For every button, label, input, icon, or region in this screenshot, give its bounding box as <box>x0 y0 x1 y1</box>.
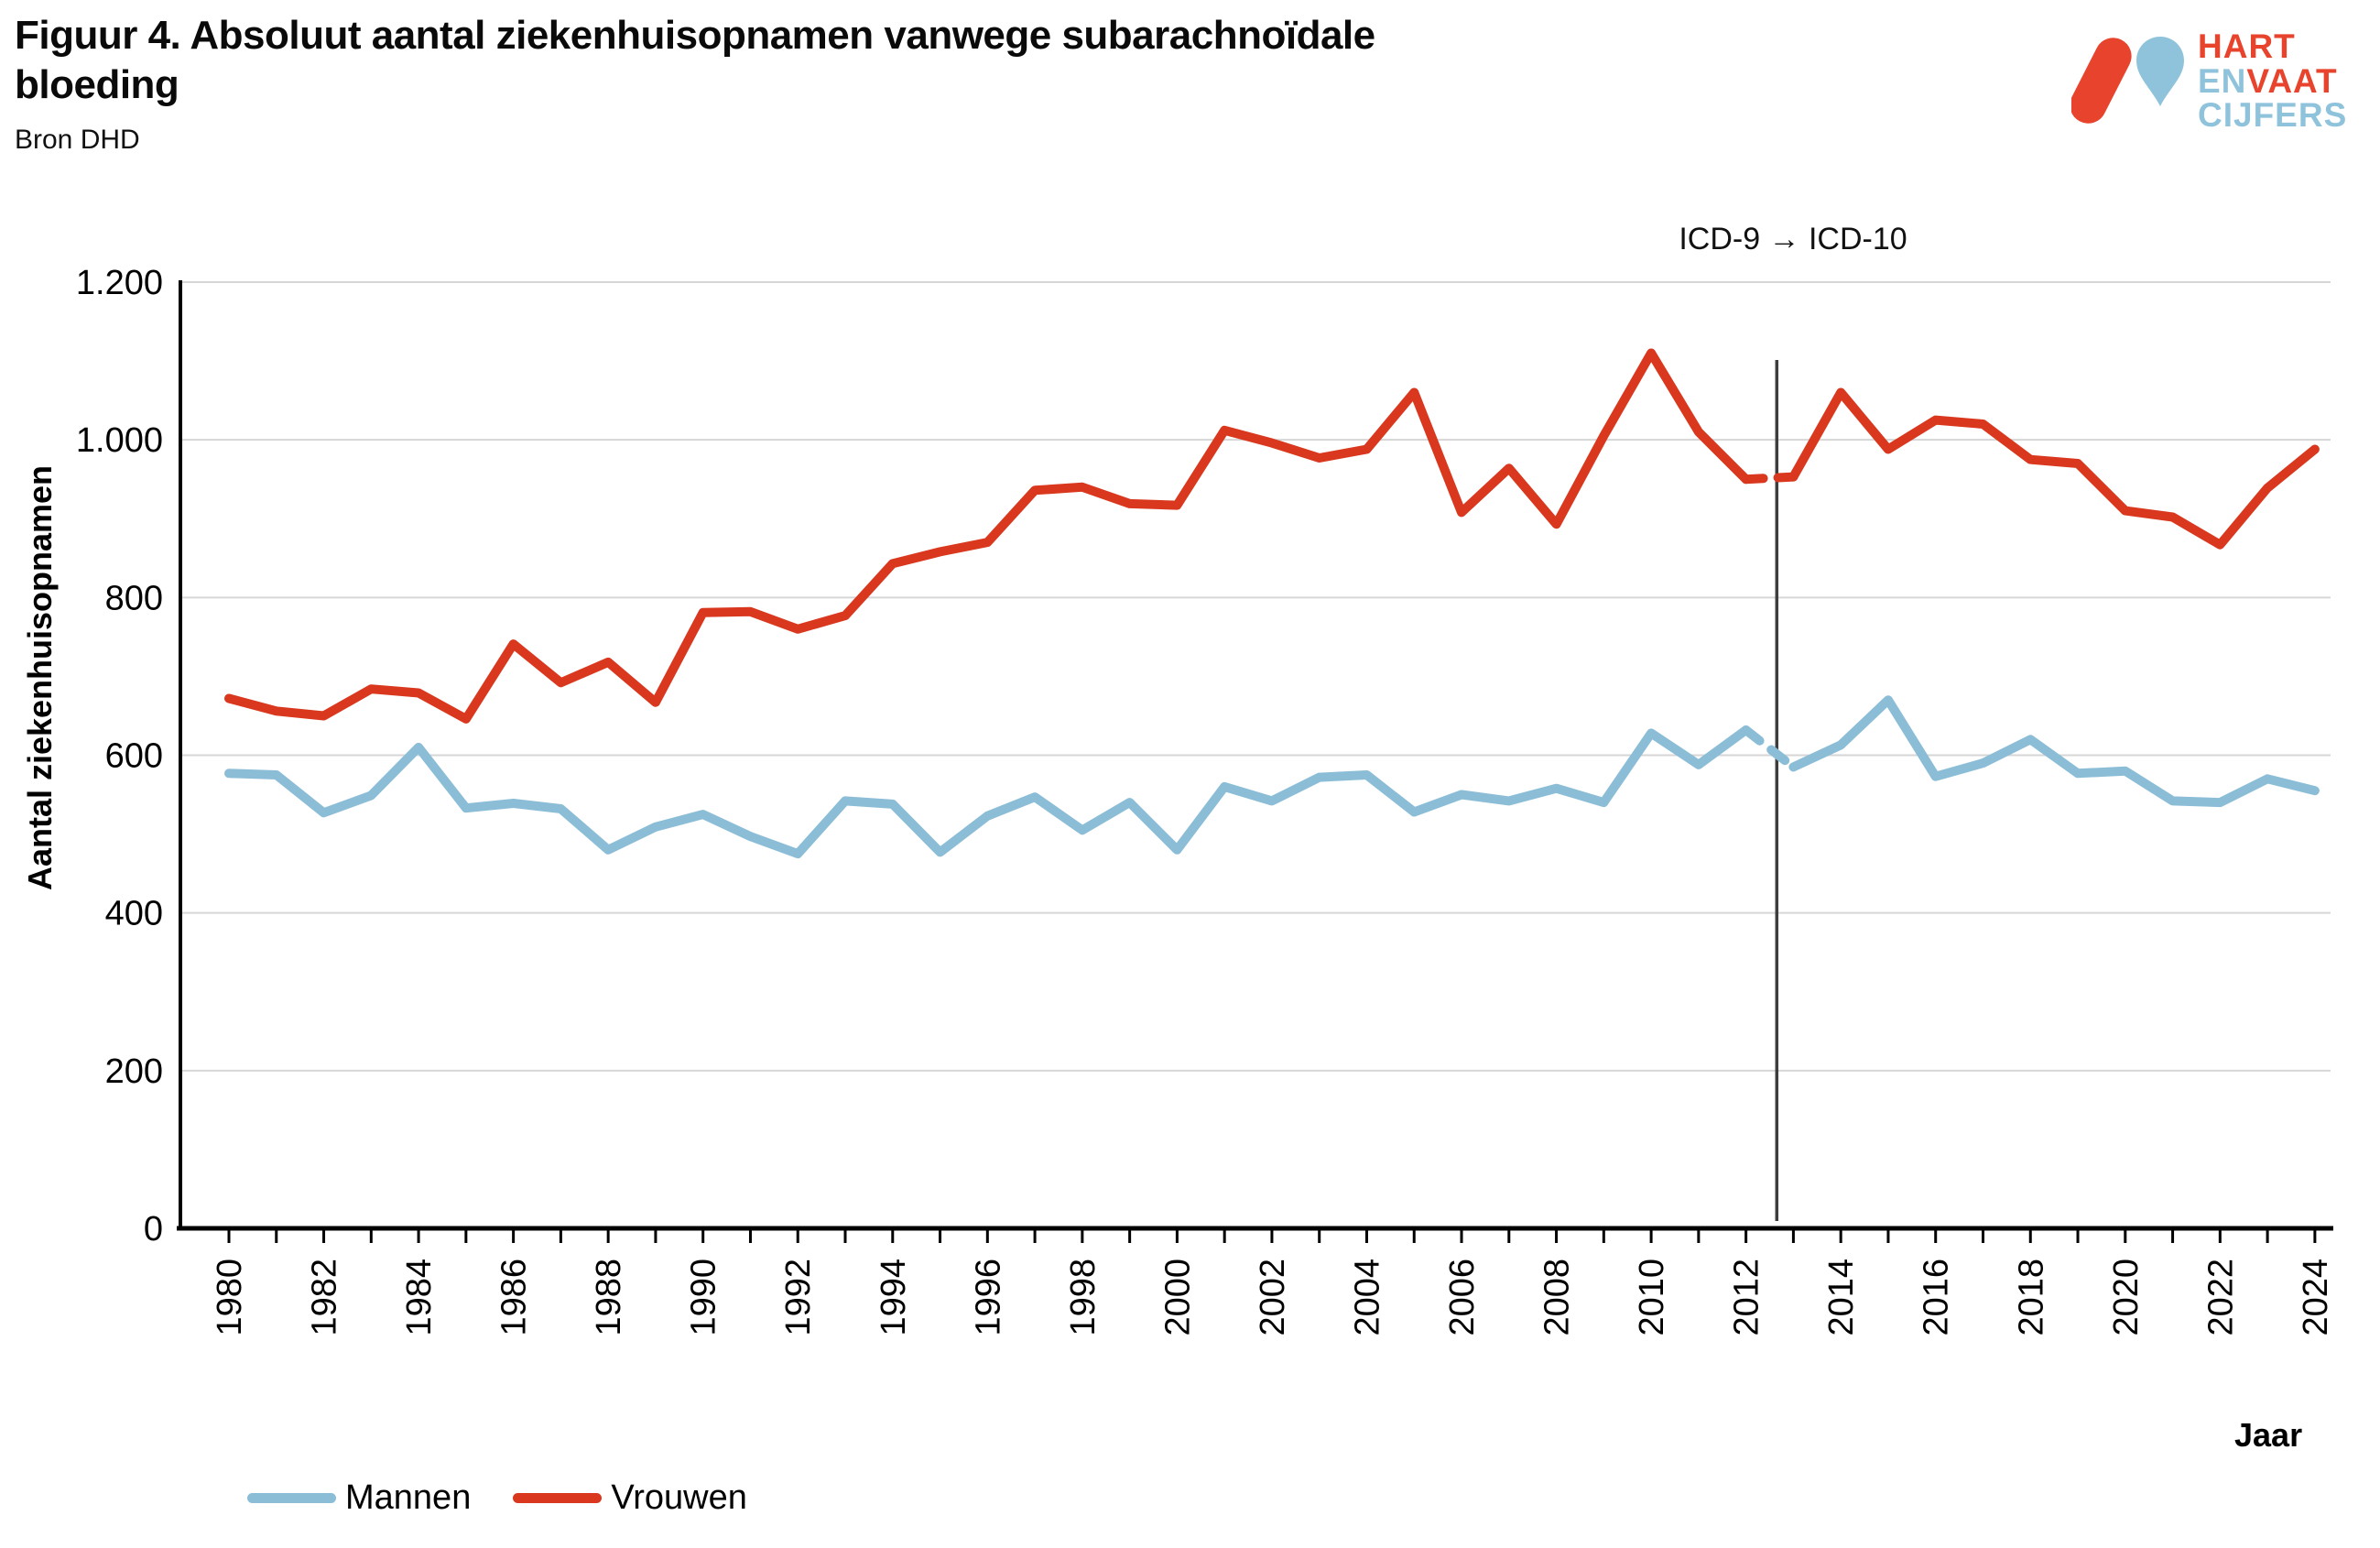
hartenvaatcijfers-logo: HART ENVAAT CIJFERS <box>2071 27 2374 147</box>
x-tick-label: 1982 <box>306 1259 344 1336</box>
logo-word-hart: HART <box>2198 27 2296 65</box>
x-tick-label: 2002 <box>1254 1259 1292 1336</box>
x-tick-label: 2014 <box>1822 1259 1861 1336</box>
mannen-line-swatch <box>247 1493 336 1503</box>
x-tick-label: 1988 <box>590 1259 628 1336</box>
x-tick-label: 1996 <box>969 1259 1007 1336</box>
x-tick-label: 2020 <box>2107 1259 2146 1336</box>
series-line-vrouwen-dashed-gap <box>1741 472 1799 485</box>
x-tick-label: 1980 <box>211 1259 249 1336</box>
y-tick-label: 1.200 <box>76 264 163 302</box>
x-tick-label: 2008 <box>1538 1259 1577 1336</box>
x-tick-label: 2006 <box>1443 1259 1482 1336</box>
x-axis-title: Jaar <box>2234 1416 2303 1454</box>
y-tick-label: 800 <box>105 579 163 617</box>
x-tick-label: 2000 <box>1158 1259 1197 1336</box>
series-line-vrouwen-pre <box>224 348 1751 724</box>
x-tick-label: 2012 <box>1728 1259 1766 1336</box>
series-line-mannen-post <box>1788 695 2320 808</box>
heart-drop-icon <box>2071 37 2184 124</box>
page-title: Figuur 4. Absoluut aantal ziekenhuisopna… <box>15 13 1375 107</box>
chart-legend: Mannen Vrouwen <box>247 1478 789 1518</box>
series-line-mannen-dashed-gap <box>1741 725 1799 772</box>
y-tick-label: 400 <box>105 895 163 933</box>
x-tick-label: 1990 <box>685 1259 723 1336</box>
x-tick-label: 1984 <box>400 1259 439 1336</box>
logo-word-en: EN <box>2198 61 2247 100</box>
x-tick-label: 2010 <box>1633 1259 1671 1336</box>
y-tick-label: 1.000 <box>76 421 163 460</box>
x-tick-label: 2016 <box>1918 1259 1956 1336</box>
legend-item-mannen: Mannen <box>247 1478 471 1518</box>
x-tick-label: 1986 <box>495 1259 534 1336</box>
icd-transition-annotation: ICD-9 → ICD-10 <box>1679 222 1907 256</box>
source-label: Bron DHD <box>15 125 140 155</box>
logo-wordmark: HART ENVAAT CIJFERS <box>2198 29 2347 133</box>
x-tick-label: 2004 <box>1348 1259 1386 1336</box>
legend-item-vrouwen: Vrouwen <box>513 1478 747 1518</box>
x-tick-label: 2024 <box>2297 1259 2335 1336</box>
x-tick-label: 2022 <box>2201 1259 2240 1336</box>
legend-label-mannen: Mannen <box>345 1478 472 1517</box>
logo-word-cijfers: CIJFERS <box>2198 96 2348 135</box>
x-tick-label: 1998 <box>1064 1259 1103 1336</box>
y-tick-label: 0 <box>144 1210 163 1248</box>
series-line-mannen-pre <box>224 725 1751 859</box>
legend-label-vrouwen: Vrouwen <box>611 1478 747 1517</box>
x-tick-label: 1994 <box>875 1259 913 1336</box>
y-tick-label: 600 <box>105 737 163 776</box>
x-tick-label: 1992 <box>779 1259 818 1336</box>
x-tick-label: 2018 <box>2012 1259 2050 1336</box>
vrouwen-line-swatch <box>513 1493 603 1503</box>
y-tick-label: 200 <box>105 1052 163 1091</box>
series-line-vrouwen-post <box>1788 387 2320 550</box>
logo-word-vaat: VAAT <box>2246 61 2338 100</box>
y-axis-title: Aantal ziekenhuisopnamen <box>21 464 59 891</box>
